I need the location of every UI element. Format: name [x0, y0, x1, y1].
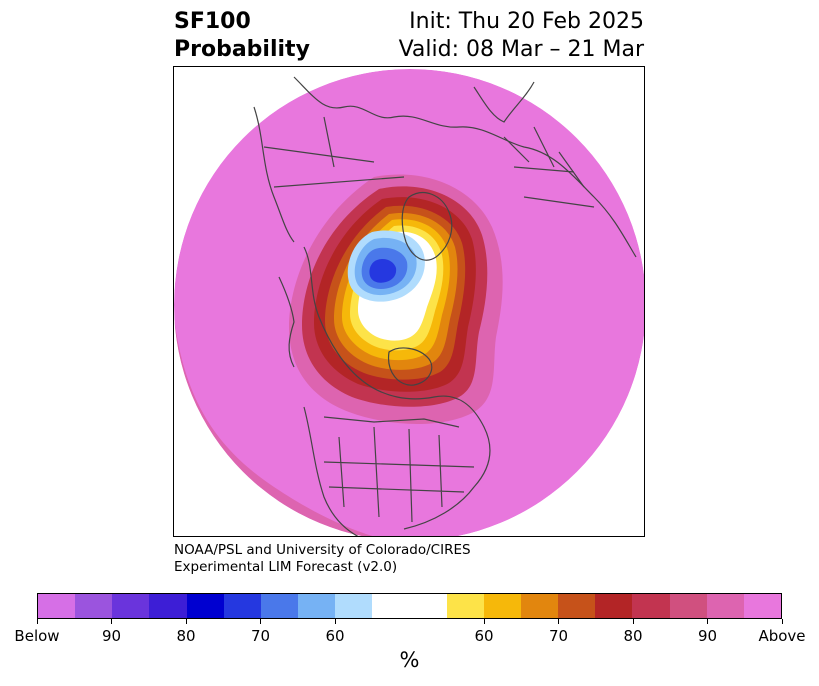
colorbar-segment: [38, 594, 76, 618]
colorbar-tick: [558, 619, 559, 624]
colorbar-tick: [185, 619, 187, 624]
colorbar-segment: [112, 594, 150, 618]
coastlines: [253, 76, 637, 536]
credit-line-1: NOAA/PSL and University of Colorado/CIRE…: [174, 542, 471, 558]
colorbar-tick-label: 90: [101, 627, 122, 645]
coastline-us-west: [303, 406, 359, 536]
colorbar-segment: [186, 594, 224, 618]
colorbar-segment: [558, 594, 596, 618]
colorbar-tick-label: Below: [14, 627, 60, 645]
colorbar-segment: [446, 594, 484, 618]
probability-field: [174, 69, 644, 536]
forecast-dates: Init: Thu 20 Feb 2025 Valid: 08 Mar – 21…: [399, 8, 644, 64]
colorbar-segment: [298, 594, 336, 618]
border-canada-us: [323, 416, 460, 428]
colorbar-tick-label: 60: [325, 627, 345, 645]
map-panel: [173, 66, 645, 537]
coastline-hudson-bay: [387, 347, 433, 386]
colorbar-tick: [36, 619, 38, 624]
variable-name: SF100: [174, 9, 251, 34]
colorbar-segment: [149, 594, 187, 618]
colorbar-tick: [334, 619, 336, 624]
colorbar-segment: [632, 594, 670, 618]
colorbar-tick-label: 70: [250, 627, 271, 645]
colorbar-segment: [483, 594, 522, 618]
init-date: Init: Thu 20 Feb 2025: [409, 9, 644, 34]
colorbar-tick-label: 70: [548, 627, 569, 645]
coastline-eurasia: [293, 76, 637, 258]
colorbar-tick-label: 80: [623, 627, 643, 645]
colorbar-tick-label: 60: [474, 627, 494, 645]
map-title: SF100 Probability: [174, 8, 310, 64]
credit-line-2: Experimental LIM Forecast (v2.0): [174, 559, 398, 575]
colorbar-tick: [483, 619, 485, 624]
colorbar-tick: [632, 619, 634, 624]
coastline-scandinavia: [473, 81, 535, 123]
coastline-greenland: [401, 192, 453, 261]
coastline-north-america: [303, 246, 491, 530]
colorbar-tick-label: 80: [176, 627, 196, 645]
colorbar-segment: [521, 594, 559, 618]
colorbar-unit-label: %: [399, 648, 420, 672]
credit-text: NOAA/PSL and University of Colorado/CIRE…: [174, 542, 471, 576]
colorbar-tick-label: Above: [758, 627, 806, 645]
colorbar: [37, 593, 782, 619]
valid-dates: Valid: 08 Mar – 21 Mar: [398, 37, 644, 62]
colorbar-segment: [595, 594, 633, 618]
colorbar-segment: [75, 594, 113, 618]
colorbar-tick: [781, 619, 783, 624]
colorbar-segment: [669, 594, 707, 618]
coastline-asia-east: [253, 106, 295, 243]
colorbar-tick: [260, 619, 261, 624]
border-asia: [263, 116, 405, 188]
colorbar-segment: [706, 594, 744, 618]
map-subtitle: Probability: [174, 37, 310, 62]
colorbar-segment: [260, 594, 299, 618]
border-states: [323, 426, 475, 523]
colorbar-tick: [111, 619, 112, 624]
colorbar-ticks: Below 90 80 70 60 60 70 80 90 Above: [14, 619, 806, 649]
polar-map: [174, 69, 644, 536]
colorbar-segment: [743, 594, 782, 618]
colorbar-tick-label: 90: [697, 627, 718, 645]
border-europe: [503, 126, 595, 208]
field-below-70: [369, 258, 397, 283]
coastline-alaska: [278, 276, 295, 368]
colorbar-segment: [372, 594, 447, 618]
colorbar-segment: [335, 594, 373, 618]
colorbar-tick: [707, 619, 708, 624]
colorbar-segment: [223, 594, 261, 618]
